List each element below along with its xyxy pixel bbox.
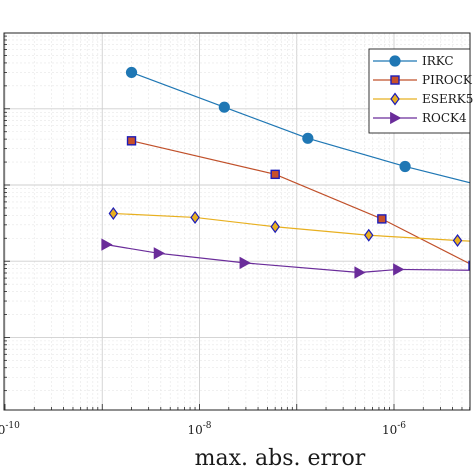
axes	[3, 32, 471, 411]
data-point	[153, 247, 165, 260]
legend-label: IRKC	[422, 54, 454, 68]
data-point	[302, 132, 314, 144]
data-point	[354, 266, 366, 279]
x-tick-label: 10-6	[382, 421, 406, 437]
data-point	[108, 206, 119, 220]
legend-label: ESERK5	[422, 92, 473, 106]
x-tick-label: 10-10	[0, 421, 20, 437]
data-point	[377, 214, 387, 224]
data-point	[125, 66, 138, 79]
series-markers	[101, 66, 470, 279]
series-line-eserk5	[113, 212, 470, 242]
series-line-pirock	[131, 140, 470, 265]
data-point	[218, 101, 230, 113]
data-point	[239, 256, 251, 270]
data-point	[101, 238, 113, 251]
legend-marker	[390, 92, 400, 106]
legend-marker	[390, 111, 402, 125]
x-tick-label: 10-8	[187, 421, 211, 437]
data-point	[452, 233, 463, 248]
plot-frame	[3, 32, 471, 411]
data-point	[364, 228, 374, 242]
legend-marker	[389, 55, 401, 67]
data-point	[393, 263, 405, 276]
data-point	[399, 160, 411, 173]
data-point	[126, 136, 137, 146]
legend-marker	[390, 75, 400, 85]
data-point	[270, 169, 280, 180]
data-point	[270, 220, 280, 234]
legend-box	[368, 48, 471, 134]
legend-label: ROCK4	[422, 111, 467, 125]
data-point	[190, 210, 200, 224]
legend: IRKC PIROCK ESERK5 ROCK4	[368, 48, 473, 134]
series-line-irkc	[131, 71, 470, 184]
x-axis-title: max. abs. error	[195, 446, 366, 471]
legend-label: PIROCK	[422, 73, 473, 87]
